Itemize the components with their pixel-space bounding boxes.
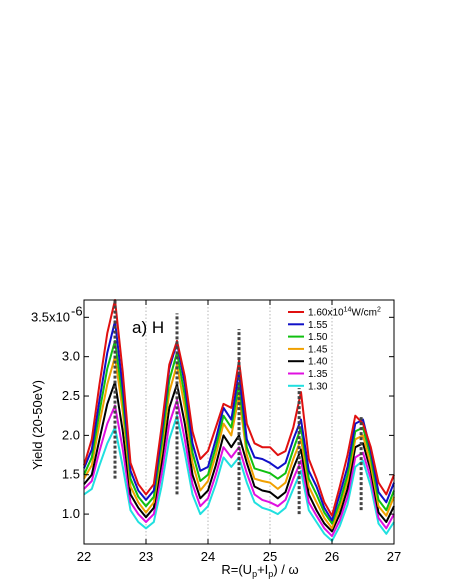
legend-label: 1.30: [308, 381, 328, 392]
x-tick-label: 26: [325, 549, 339, 564]
y-tick-label: 2.0: [62, 427, 80, 442]
plot-frame: [83, 299, 395, 545]
marker-layer: [113, 300, 363, 515]
legend-label: 1.35: [308, 369, 328, 380]
legend-label: 1.60x1014W/cm2: [308, 307, 381, 319]
y-tick-label: 3.0: [62, 349, 80, 364]
panel-label: a) H: [132, 318, 164, 337]
legend-label: 1.40: [308, 357, 328, 368]
y-tick-label: 3.5x10: [31, 309, 70, 324]
y-tick-label: 2.5: [62, 388, 80, 403]
x-tick-label: 25: [263, 549, 277, 564]
series-line: [83, 380, 395, 533]
y-tick-label: 1.5: [62, 467, 80, 482]
series-line: [83, 299, 395, 517]
legend-label: 1.55: [308, 320, 328, 331]
x-tick-label: 22: [77, 549, 91, 564]
y-tick-label: 1.0: [62, 506, 80, 521]
y-axis-title: Yield (20-50eV): [30, 380, 45, 470]
x-axis-title-sub1: p: [252, 569, 257, 579]
legend-label: 1.50: [308, 332, 328, 343]
x-tick-label: 27: [387, 549, 401, 564]
y-tick-exponent: -6: [71, 303, 83, 318]
legend-label: 1.45: [308, 344, 328, 355]
x-axis-title-post: ) / ω: [273, 562, 298, 577]
x-tick-label: 24: [201, 549, 215, 564]
series-layer: [83, 299, 395, 542]
series-line: [83, 355, 395, 530]
x-axis-title-mid: +I: [257, 562, 268, 577]
x-axis-title: R=(Up+Ip) / ω: [221, 562, 298, 579]
x-tick-label: 23: [139, 549, 153, 564]
y-tick-label-mantissa: 3.5x10: [31, 309, 70, 324]
x-axis-title-pre: R=(U: [221, 562, 252, 577]
tick-layer: 22 23 24 25 26 27 1.0 1.5 2.0 2.5 3.0 3.5x10 -6: [31, 300, 401, 564]
x-axis-title-sub2: p: [268, 569, 273, 579]
